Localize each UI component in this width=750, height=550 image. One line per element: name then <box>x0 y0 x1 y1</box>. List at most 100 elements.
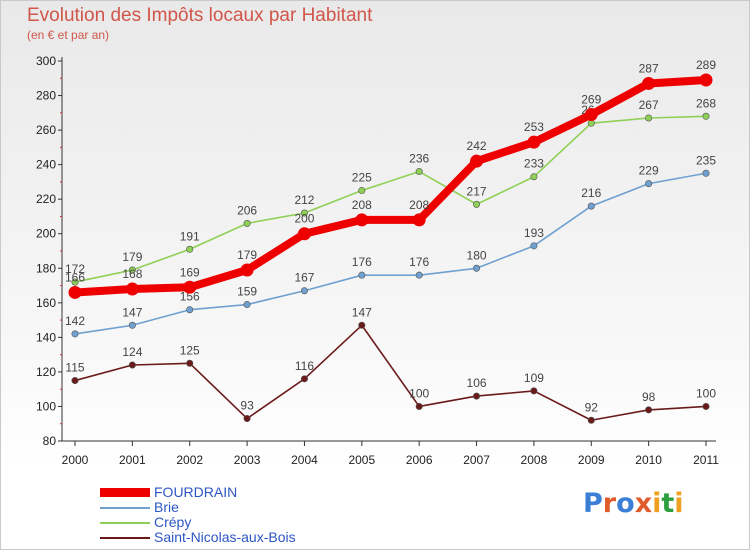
data-point-fourdrain <box>412 213 426 227</box>
logo-letter: r <box>602 488 617 519</box>
data-point-fourdrain <box>297 227 311 241</box>
data-label-brie: 216 <box>581 186 601 200</box>
legend: FOURDRAIN Brie Crépy Saint-Nicolas-aux-Bois <box>100 485 296 545</box>
x-tick-label: 2011 <box>693 453 719 467</box>
data-point-saint-nicolas-aux-bois <box>71 377 79 385</box>
data-point-fourdrain <box>183 280 197 294</box>
y-tick-label: 220 <box>36 192 56 206</box>
data-label-cr-py: 206 <box>237 203 257 217</box>
data-label-cr-py: 233 <box>524 157 544 171</box>
data-point-fourdrain <box>240 263 254 277</box>
data-point-brie <box>645 180 653 188</box>
data-point-saint-nicolas-aux-bois <box>415 402 423 410</box>
data-point-brie <box>358 271 366 279</box>
data-label-brie: 176 <box>352 255 372 269</box>
data-point-cr-py <box>186 245 194 253</box>
data-label-fourdrain: 168 <box>122 267 142 281</box>
series-cr-py: 172179191206212225236217233264267268 <box>65 96 716 286</box>
logo-letter: t <box>661 488 675 519</box>
logo-letter: o <box>616 488 635 519</box>
data-label-brie: 167 <box>294 271 314 285</box>
data-label-fourdrain: 169 <box>180 265 200 279</box>
logo-letter: i <box>674 488 684 519</box>
data-point-brie <box>128 321 136 329</box>
data-label-fourdrain: 200 <box>294 212 314 226</box>
x-tick-label: 2001 <box>119 453 146 467</box>
data-point-saint-nicolas-aux-bois <box>587 416 595 424</box>
x-tick-label: 2009 <box>578 453 605 467</box>
data-label-cr-py: 179 <box>122 250 142 264</box>
data-label-fourdrain: 253 <box>524 120 544 134</box>
data-point-saint-nicolas-aux-bois <box>530 387 538 395</box>
data-point-cr-py <box>300 209 308 217</box>
data-label-fourdrain: 208 <box>409 198 429 212</box>
y-tick-label: 280 <box>36 89 56 103</box>
data-label-saint-nicolas-aux-bois: 115 <box>65 361 84 375</box>
legend-label: FOURDRAIN <box>154 484 238 500</box>
legend-item-fourdrain: FOURDRAIN <box>100 485 296 500</box>
chart-title: Evolution des Impôts locaux par Habitant <box>27 5 373 26</box>
data-point-cr-py <box>645 114 653 122</box>
legend-label: Crépy <box>154 514 192 530</box>
data-label-fourdrain: 166 <box>65 270 85 284</box>
data-label-fourdrain: 287 <box>639 61 659 75</box>
data-label-cr-py: 267 <box>639 98 659 112</box>
data-label-saint-nicolas-aux-bois: 109 <box>524 371 544 385</box>
data-label-saint-nicolas-aux-bois: 100 <box>409 386 429 400</box>
y-tick-label: 120 <box>36 365 56 379</box>
data-point-saint-nicolas-aux-bois <box>128 361 136 369</box>
data-label-brie: 142 <box>65 314 85 328</box>
data-label-saint-nicolas-aux-bois: 147 <box>352 305 372 319</box>
legend-swatch <box>100 506 150 509</box>
data-label-cr-py: 212 <box>294 193 314 207</box>
data-label-fourdrain: 269 <box>581 93 601 107</box>
x-tick-label: 2010 <box>635 453 662 467</box>
data-point-brie <box>587 202 595 210</box>
data-point-brie <box>186 306 194 314</box>
series-saint-nicolas-aux-bois: 115 124 125 93 116 147 100 106 109 92 98 100 <box>65 305 716 424</box>
data-label-saint-nicolas-aux-bois: 125 <box>180 343 200 357</box>
y-tick-label: 100 <box>36 399 56 413</box>
data-point-cr-py <box>530 173 538 181</box>
legend-item-cr-py: Crépy <box>100 515 296 530</box>
data-point-cr-py <box>358 187 366 195</box>
data-label-fourdrain: 179 <box>237 248 257 262</box>
data-point-fourdrain <box>355 213 369 227</box>
series-fourdrain: 166 168 169 179 200 208 208 242 253 269 287 289 <box>65 58 716 299</box>
data-point-saint-nicolas-aux-bois <box>702 402 710 410</box>
data-label-saint-nicolas-aux-bois: 98 <box>642 390 656 404</box>
data-point-saint-nicolas-aux-bois <box>473 392 481 400</box>
legend-swatch <box>100 521 150 524</box>
data-point-fourdrain <box>125 282 139 296</box>
data-label-fourdrain: 242 <box>467 139 487 153</box>
x-tick-label: 2000 <box>62 453 89 467</box>
data-label-saint-nicolas-aux-bois: 124 <box>122 345 142 359</box>
data-label-saint-nicolas-aux-bois: 106 <box>467 376 487 390</box>
y-tick-label: 160 <box>36 296 56 310</box>
data-label-saint-nicolas-aux-bois: 116 <box>295 359 314 373</box>
y-tick-label: 180 <box>36 261 56 275</box>
series-line-saint-nicolas-aux-bois <box>74 324 707 422</box>
y-tick-label: 300 <box>36 54 56 68</box>
legend-swatch <box>100 536 150 539</box>
data-point-brie <box>415 271 423 279</box>
data-point-cr-py <box>243 219 251 227</box>
data-label-brie: 229 <box>639 164 659 178</box>
data-label-cr-py: 191 <box>180 229 200 243</box>
data-point-saint-nicolas-aux-bois <box>645 406 653 414</box>
data-point-cr-py <box>702 112 710 120</box>
y-tick-label: 260 <box>36 123 56 137</box>
data-point-brie <box>530 242 538 250</box>
legend-item-saint-nicolas-aux-bois: Saint-Nicolas-aux-Bois <box>100 530 296 545</box>
legend-swatch <box>100 488 150 497</box>
data-label-cr-py: 225 <box>352 171 372 185</box>
x-tick-label: 2003 <box>234 453 261 467</box>
data-point-fourdrain <box>68 285 82 299</box>
x-tick-label: 2007 <box>463 453 490 467</box>
data-label-brie: 156 <box>180 290 200 304</box>
chart-subtitle: (en € et par an) <box>27 28 110 42</box>
data-point-fourdrain <box>584 108 598 122</box>
data-point-brie <box>300 287 308 295</box>
data-label-fourdrain: 289 <box>696 58 716 72</box>
data-point-fourdrain <box>527 135 541 149</box>
